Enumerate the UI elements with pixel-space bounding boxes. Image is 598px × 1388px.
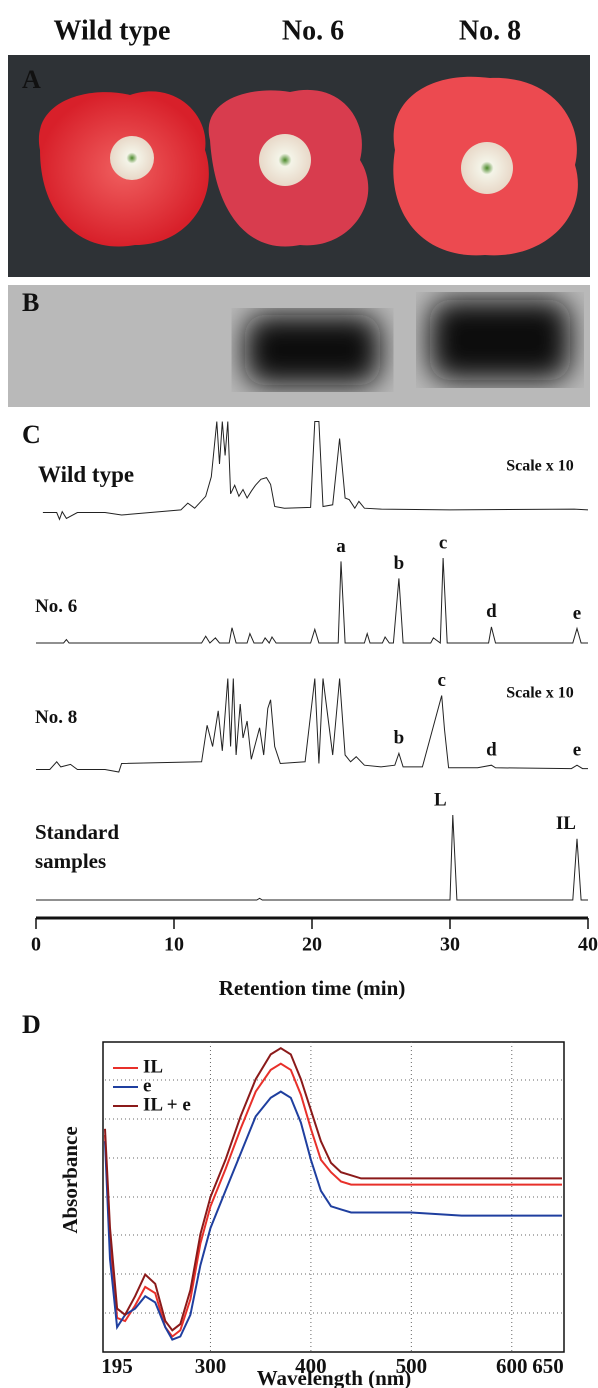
peak-label: e	[573, 603, 581, 624]
peak-label: d	[486, 601, 497, 622]
x-axis-title: Retention time (min)	[219, 976, 406, 1000]
spectrum-line	[104, 1090, 562, 1341]
x-tick-label: 195	[101, 1354, 133, 1378]
x-tick-label: 10	[164, 934, 184, 956]
trace	[36, 814, 588, 901]
column-title: No. 8	[459, 15, 521, 46]
spectrum-line	[104, 1047, 562, 1332]
scale-note: Scale x 10	[506, 685, 574, 702]
trace-label: No. 8	[35, 707, 78, 728]
spectrum-grid	[105, 1079, 562, 1314]
x-tick-label: 600	[496, 1354, 528, 1378]
x-tick-label: 30	[440, 934, 460, 956]
peak-label: a	[336, 536, 346, 557]
blot-b	[8, 285, 590, 407]
x-axis-title: Wavelength (nm)	[257, 1366, 412, 1388]
x-tick-label: 400	[295, 1354, 327, 1378]
trace	[36, 557, 588, 644]
panel-label: C	[22, 420, 41, 449]
x-tick-label: 500	[396, 1354, 428, 1378]
x-tick-label: 40	[578, 934, 598, 956]
trace-label: Standard samples	[35, 820, 120, 873]
legend-label: IL	[143, 1056, 163, 1077]
scale-note: Scale x 10	[506, 458, 574, 475]
panel-label: A	[22, 65, 41, 94]
trace	[42, 421, 589, 521]
peak-label: c	[438, 670, 446, 691]
y-axis-title: Absorbance	[58, 1126, 82, 1233]
panel-label: D	[22, 1010, 41, 1039]
spectrum-line	[104, 1062, 562, 1338]
x-tick-label: 650	[532, 1354, 564, 1378]
trace-label: No. 6	[35, 596, 78, 617]
trace	[36, 678, 588, 773]
legend-label: e	[143, 1075, 151, 1096]
x-tick-label: 0	[31, 934, 41, 956]
column-title: Wild type	[54, 15, 171, 46]
legend-label: IL + e	[143, 1094, 191, 1115]
trace-label: Wild type	[38, 462, 135, 487]
panel-label: B	[22, 288, 39, 317]
peak-label: c	[439, 532, 447, 553]
peak-label: b	[394, 553, 405, 574]
peak-label: e	[573, 740, 581, 761]
peak-label: L	[434, 789, 447, 810]
peak-label: IL	[556, 813, 576, 834]
column-title: No. 6	[282, 15, 344, 46]
plot-frame	[102, 1041, 565, 1353]
peak-label: b	[394, 728, 405, 749]
x-tick-label: 300	[195, 1354, 227, 1378]
photo-a	[8, 55, 590, 277]
x-tick-label: 20	[302, 934, 322, 956]
peak-label: d	[486, 740, 497, 761]
